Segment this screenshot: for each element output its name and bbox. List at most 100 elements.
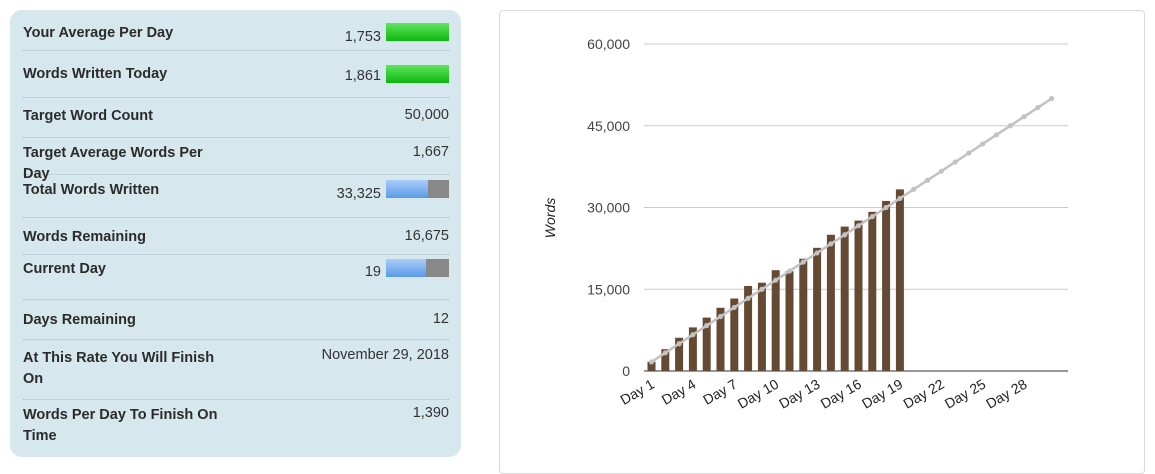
stat-label: Total Words Written — [23, 182, 160, 198]
target-point — [966, 150, 972, 156]
progress-bar — [386, 65, 449, 83]
bar — [799, 258, 808, 371]
target-point — [897, 195, 903, 202]
bar — [757, 282, 766, 371]
y-tick-label: 60,000 — [587, 36, 630, 52]
bar — [813, 247, 822, 371]
stat-value: 1,390 — [412, 405, 449, 421]
stat-value: November 29, 2018 — [321, 347, 449, 363]
target-point — [938, 168, 944, 174]
stat-value: 50,000 — [404, 107, 449, 123]
stats-panel: Your Average Per Day 1,753 Words Written T… — [10, 10, 461, 457]
stat-label: Words Per Day To Finish On Time — [23, 407, 218, 444]
target-point — [1049, 95, 1055, 102]
stat-row: Words Per Day To Finish On Time 1,390 — [23, 399, 449, 453]
stat-value: 19 — [364, 264, 381, 280]
target-point — [842, 232, 848, 238]
x-tick-label: Day 16 — [818, 376, 865, 412]
target-point — [717, 313, 724, 320]
target-point — [662, 350, 668, 356]
stat-label: Target Word Count — [23, 108, 153, 124]
stat-row: Your Average Per Day 1,753 — [23, 10, 449, 51]
word-count-chart: 0 15,000 30,000 45,000 60,000 Day 1 Day 4 Day … — [499, 10, 1145, 474]
bar — [730, 298, 739, 371]
bar — [661, 349, 670, 371]
stat-row: At This Rate You Will Finish On November … — [23, 339, 449, 400]
bar — [647, 361, 656, 371]
target-point — [883, 204, 889, 211]
stat-row: Days Remaining 12 — [23, 299, 449, 340]
x-tick-label: Day 1 — [617, 376, 657, 408]
stat-row: Words Remaining 16,675 — [23, 217, 449, 255]
bar — [716, 307, 725, 371]
stat-value: 1,753 — [344, 29, 381, 45]
progress-bar — [386, 23, 449, 41]
y-axis-label: Words — [542, 198, 558, 238]
bar — [840, 226, 849, 371]
bar — [675, 337, 684, 371]
stat-value: 12 — [432, 311, 449, 327]
stat-row: Words Written Today 1,861 — [23, 50, 449, 98]
bar — [771, 270, 780, 371]
stat-label: Your Average Per Day — [23, 25, 174, 41]
bar — [702, 317, 711, 371]
x-tick-label: Day 13 — [776, 376, 823, 412]
target-point — [704, 322, 710, 329]
stat-label: Target Average Words Per Day — [23, 145, 203, 182]
x-tick-label: Day 25 — [942, 376, 989, 412]
stat-row: Current Day 19 — [23, 254, 449, 300]
stat-value: 16,675 — [404, 228, 449, 244]
progress-bar — [386, 259, 449, 277]
progress-bar-fill — [386, 65, 449, 83]
y-tick-label: 45,000 — [587, 118, 630, 134]
target-point — [773, 277, 779, 283]
target-point — [911, 186, 917, 192]
target-point — [814, 250, 820, 256]
stat-row: Target Word Count 50,000 — [23, 97, 449, 138]
stat-row: Target Average Words Per Day 1,667 — [23, 137, 449, 182]
bar — [882, 200, 891, 371]
x-tick-label: Day 22 — [900, 376, 947, 412]
bar — [744, 285, 753, 371]
target-point — [690, 332, 696, 338]
target-point — [731, 304, 737, 311]
progress-bar-fill — [386, 180, 428, 198]
target-point — [745, 295, 751, 301]
stat-label: Current Day — [23, 261, 106, 277]
y-tick-label: 30,000 — [587, 200, 630, 216]
progress-bar-fill — [386, 23, 449, 41]
x-tick-label: Day 10 — [735, 376, 782, 412]
progress-bar-fill — [386, 259, 426, 277]
target-point — [952, 159, 958, 165]
progress-bar — [386, 180, 449, 198]
stat-value: 1,667 — [412, 144, 449, 160]
x-tick-label: Day 4 — [659, 376, 699, 408]
bar — [895, 189, 904, 371]
target-point — [869, 213, 875, 220]
target-point — [855, 223, 862, 229]
stat-value: 1,861 — [344, 68, 381, 84]
x-tick-label: Day 7 — [700, 376, 740, 408]
target-line — [650, 97, 1053, 363]
target-point — [980, 141, 986, 147]
stat-label: Words Remaining — [23, 229, 146, 245]
x-tick-label: Day 28 — [983, 376, 1030, 412]
target-point — [993, 132, 1000, 138]
target-point — [1021, 114, 1027, 120]
bar — [868, 211, 877, 371]
target-point — [924, 177, 931, 183]
stat-label: At This Rate You Will Finish On — [23, 350, 215, 387]
x-tick-label: Day 19 — [859, 376, 906, 412]
target-point — [759, 286, 765, 292]
bar — [826, 234, 835, 371]
stat-label: Words Written Today — [23, 66, 168, 82]
stat-value: 33,325 — [336, 186, 381, 202]
target-point — [648, 359, 655, 365]
bar — [688, 327, 697, 371]
bar — [854, 220, 863, 371]
target-point — [828, 241, 834, 247]
stat-row: Total Words Written 33,325 — [23, 174, 449, 218]
target-point — [1035, 104, 1041, 111]
target-point — [800, 259, 806, 265]
